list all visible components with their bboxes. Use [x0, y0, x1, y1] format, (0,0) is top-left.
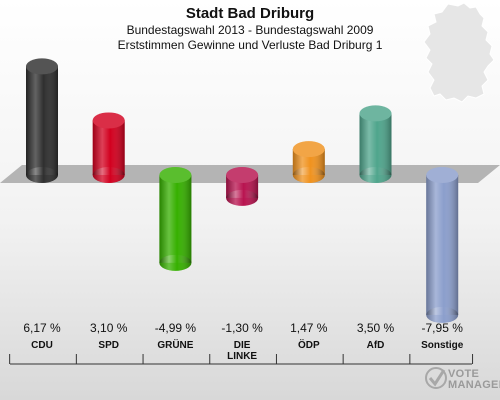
value-label-ödp: 1,47 %: [290, 321, 328, 335]
vote-manager-wordmark: VOTE MANAGER: [448, 369, 500, 391]
bar-afd: [359, 105, 392, 183]
bar-grüne: [159, 167, 192, 271]
logo-line-2: MANAGER: [448, 379, 500, 391]
chart-title: Stadt Bad Driburg: [185, 5, 315, 22]
category-label-grüne: GRÜNE: [157, 338, 193, 351]
bar-cdu: [26, 58, 58, 183]
category-label-cdu: CDU: [31, 340, 53, 351]
value-label-sonstige: -7,95 %: [422, 321, 464, 335]
value-label-spd: 3,10 %: [90, 321, 128, 335]
chart-header: Stadt Bad Driburg Bundestagswahl 2013 - …: [0, 0, 500, 53]
bar-spd: [92, 112, 125, 183]
bar-ödp: [292, 141, 325, 183]
value-label-die-linke: -1,30 %: [221, 321, 263, 335]
category-label-die-linke: DIE LINKE: [227, 340, 257, 362]
category-label-sonstige: Sonstige: [421, 340, 464, 351]
value-label-grüne: -4,99 %: [155, 321, 197, 335]
category-label-spd: SPD: [98, 340, 119, 351]
germany-map-icon: [423, 2, 495, 103]
value-label-afd: 3,50 %: [357, 321, 395, 335]
bar-die-linke: [226, 167, 259, 206]
logo-line-1: VOTE: [448, 368, 480, 380]
vote-manager-logo: [425, 367, 447, 389]
bar-sonstige: [426, 167, 459, 323]
category-label-ödp: ÖDP: [298, 338, 320, 351]
category-label-afd: AfD: [367, 340, 385, 351]
value-label-cdu: 6,17 %: [23, 321, 61, 335]
chart-subtitle-1: Bundestagswahl 2013 - Bundestagswahl 200…: [126, 23, 374, 37]
chart-subtitle-2: Erststimmen Gewinne und Verluste Bad Dri…: [117, 38, 383, 52]
